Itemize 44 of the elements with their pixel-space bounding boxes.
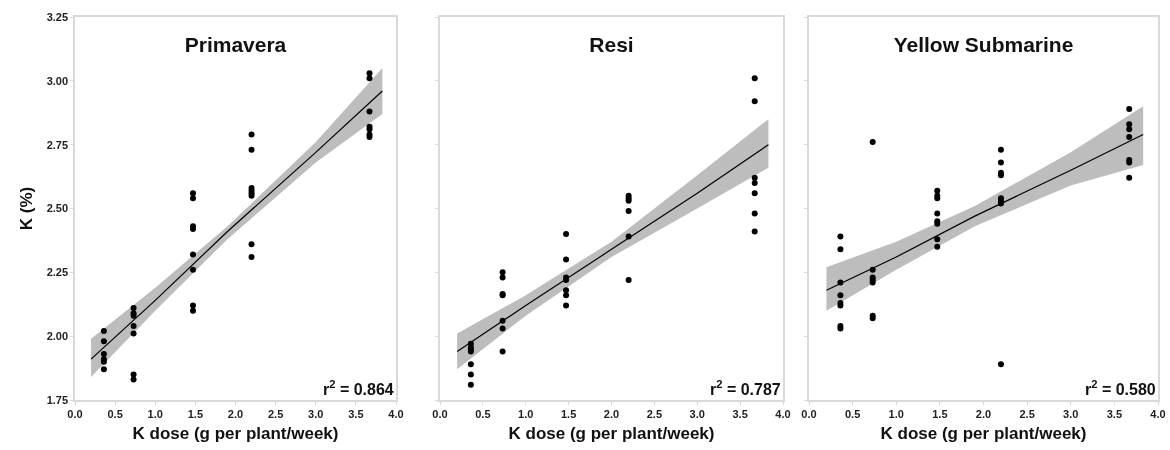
x-tick-label: 0.5 — [107, 407, 123, 420]
y-tick-label: 2.25 — [46, 266, 69, 279]
x-tick-label: 3.0 — [1063, 407, 1079, 420]
annotation: r$^{2}$ = 0.580 — [1085, 378, 1156, 398]
x-tick-label: 0.5 — [844, 407, 861, 420]
x-tick-label: 2.5 — [646, 407, 663, 420]
x-axis-title: K dose (g per plant/week) — [880, 423, 1087, 443]
x-tick-label: 2.5 — [1019, 407, 1035, 420]
x-tick-label: 2.0 — [975, 407, 992, 420]
text: Yellow Submarine — [893, 33, 1074, 57]
x-tick-label: 3.5 — [348, 407, 364, 420]
text: Resi — [589, 33, 634, 57]
x-axis-title: K dose (g per plant/week) — [508, 423, 715, 443]
x-tick-label: 1.0 — [518, 407, 534, 420]
x-tick-label: 3.5 — [1106, 407, 1123, 420]
x-tick-label: 3.0 — [308, 407, 324, 420]
y-tick-label: 3.00 — [46, 74, 69, 87]
y-tick-label: 2.50 — [46, 202, 69, 215]
x-axis-title: K dose (g per plant/week) — [132, 423, 339, 443]
x-tick-label: 1.0 — [147, 407, 163, 420]
x-tick-label: 2.0 — [603, 407, 620, 420]
x-tick-label: 4.0 — [388, 407, 404, 420]
y-axis-title: K (%) — [16, 186, 36, 231]
x-tick-label: 1.0 — [888, 407, 904, 420]
x-tick-label: 3.5 — [732, 407, 748, 420]
x-tick-label: 2.0 — [227, 407, 244, 420]
x-tick-label: 2.5 — [267, 407, 284, 420]
annotation: r$^{2}$ = 0.864 — [323, 378, 394, 398]
x-tick-label: 4.0 — [775, 407, 791, 420]
y-tick-label: 2.75 — [46, 138, 69, 151]
x-tick-label: 0.5 — [475, 407, 491, 420]
x-tick-label: 1.5 — [560, 407, 577, 420]
y-tick-label: 3.25 — [46, 10, 69, 23]
text: Primavera — [184, 33, 287, 57]
x-tick-label: 0.0 — [801, 407, 817, 420]
y-tick-label: 1.75 — [46, 393, 69, 406]
x-tick-label: 3.0 — [689, 407, 705, 420]
x-tick-label: 0.0 — [432, 407, 448, 420]
x-tick-label: 0.0 — [67, 407, 83, 420]
x-tick-label: 1.5 — [187, 407, 204, 420]
x-tick-label: 1.5 — [932, 407, 948, 420]
x-tick-label: 4.0 — [1150, 407, 1166, 420]
y-tick-label: 2.00 — [46, 330, 69, 343]
annotation: r$^{2}$ = 0.787 — [710, 378, 781, 398]
